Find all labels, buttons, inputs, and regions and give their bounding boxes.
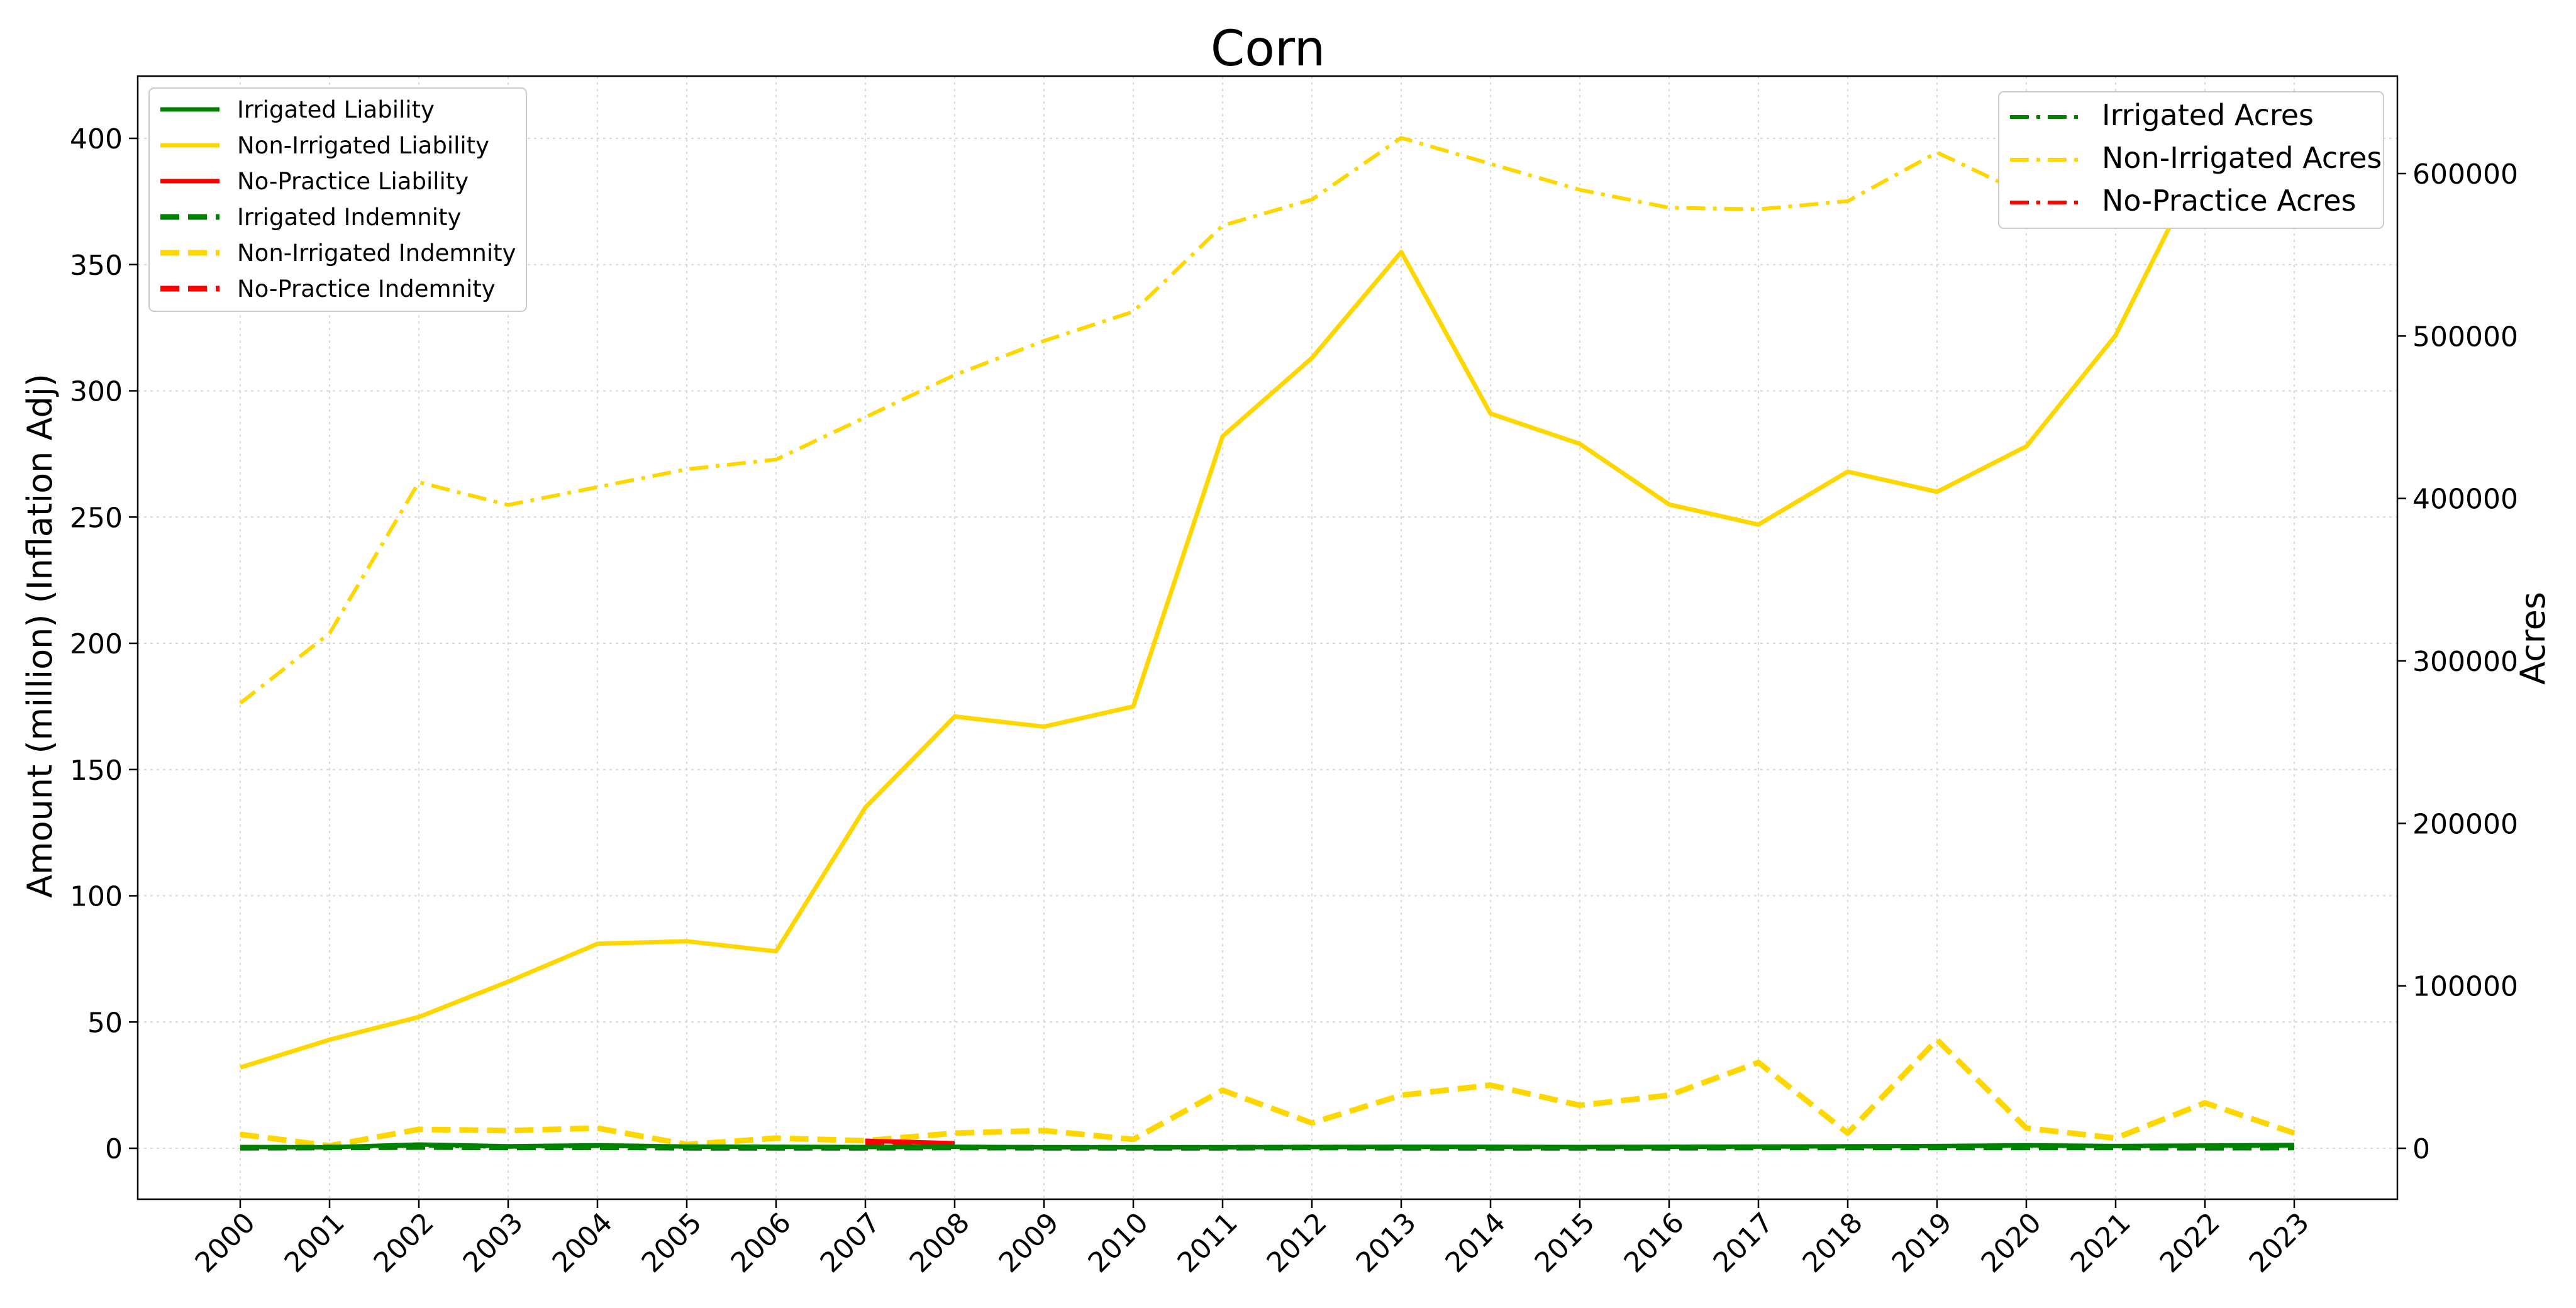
legend-entry-label: Non-Irrigated Indemnity: [237, 240, 516, 267]
legend-entry-label: Irrigated Acres: [2102, 98, 2314, 132]
y-tick-label: 0: [105, 1133, 123, 1165]
y2-tick-label: 500000: [2412, 321, 2518, 353]
series-line-non-irrigated-indemnity: [240, 1036, 2296, 1149]
legend-right: Irrigated Acres Non-Irrigated Acres No-Pra…: [1998, 91, 2384, 229]
y-axis-right: 0 100000 200000 300000 400000 500000 600000: [2397, 158, 2518, 1165]
y2-tick-label: 300000: [2412, 646, 2518, 678]
y-tick-label: 400: [70, 123, 123, 155]
y-tick-label: 50: [87, 1007, 123, 1039]
legend-box: [1998, 91, 2384, 229]
y-tick-label: 150: [70, 755, 123, 787]
y-tick-label: 300: [70, 376, 123, 408]
legend-box: [148, 87, 527, 312]
y2-tick-label: 400000: [2412, 484, 2518, 516]
y-tick-label: 350: [70, 250, 123, 282]
series-line-no-practice-liability: [865, 1138, 955, 1146]
y2-tick-label: 200000: [2412, 808, 2518, 840]
chart-title: Corn: [1211, 21, 1325, 77]
legend-entry-label: Irrigated Liability: [237, 96, 435, 123]
y-axis-left: 0 50 100 150 200 250 300 350 400: [70, 123, 138, 1165]
y-axis-label: Amount (million) (Inflation Adj): [20, 374, 60, 898]
legend-entry-label: Non-Irrigated Acres: [2102, 141, 2382, 175]
y2-tick-label: 0: [2412, 1133, 2430, 1165]
series-line-non-irrigated-liability: [239, 111, 2296, 1070]
legend-entry-label: Non-Irrigated Liability: [237, 132, 489, 159]
y-tick-label: 100: [70, 881, 123, 913]
y-tick-label: 200: [70, 628, 123, 660]
grid: [138, 76, 2397, 1199]
y-tick-label: 250: [70, 502, 123, 534]
legend-entry-label: Irrigated Indemnity: [237, 204, 461, 231]
series-line-irrigated-liability: [240, 1142, 2295, 1150]
legend-entry-label: No-Practice Acres: [2102, 184, 2356, 218]
legend-entry-label: No-Practice Indemnity: [237, 275, 496, 302]
series-line-non-irrigated-acres: [239, 123, 2295, 705]
plot-frame: [136, 75, 2399, 1200]
y2-axis-label: Acres: [2513, 592, 2553, 685]
y2-tick-label: 600000: [2412, 158, 2518, 191]
y2-tick-label: 100000: [2412, 971, 2518, 1003]
legend-left: Irrigated Liability Non-Irrigated Liabili…: [148, 87, 527, 312]
legend-entry-label: No-Practice Liability: [237, 168, 469, 195]
series-layer: [239, 111, 2296, 1151]
